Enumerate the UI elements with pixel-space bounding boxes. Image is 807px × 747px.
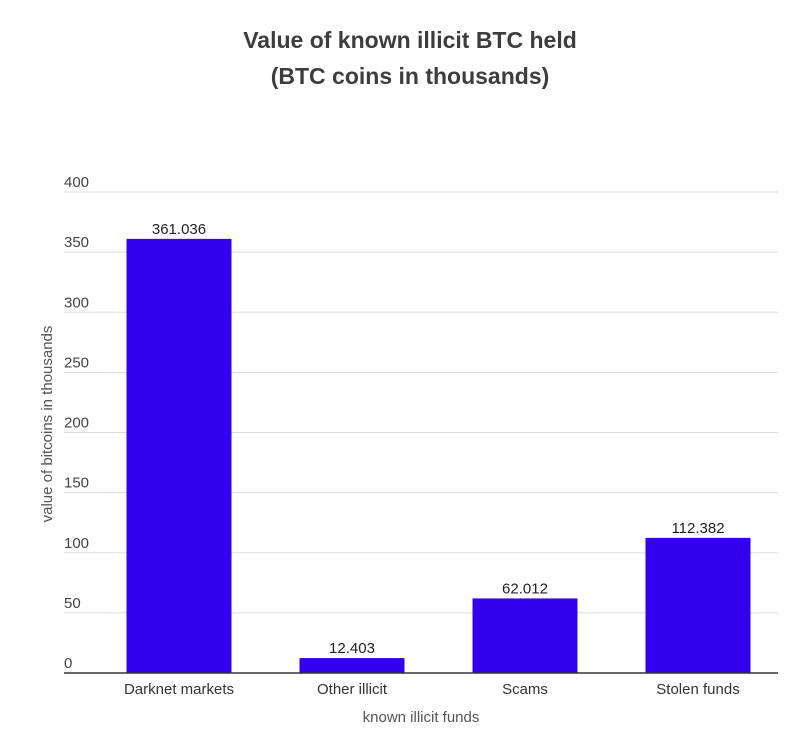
y-axis-title: value of bitcoins in thousands — [39, 326, 56, 523]
chart-subtitle: (BTC coins in thousands) — [271, 63, 550, 89]
bar-1 — [299, 658, 405, 673]
x-category-label: Scams — [502, 681, 548, 698]
y-tick-label: 400 — [64, 174, 89, 191]
bar-0 — [126, 238, 232, 673]
data-label: 361.036 — [152, 221, 206, 238]
y-axis-ticks: 0 50 100 150 200 250 300 350 400 — [64, 174, 89, 672]
data-label: 112.382 — [671, 520, 724, 537]
y-tick-label: 150 — [64, 475, 89, 492]
data-labels: 361.036 12.403 62.012 112.382 — [152, 221, 725, 657]
x-axis-categories: Darknet markets Other illicit Scams Stolen … — [124, 681, 740, 698]
bar-3 — [645, 537, 751, 673]
x-category-label: Other illicit — [317, 681, 388, 698]
data-label: 12.403 — [329, 640, 375, 657]
bars — [126, 238, 751, 673]
x-axis-title: known illicit funds — [363, 709, 480, 726]
y-tick-label: 0 — [64, 655, 72, 672]
data-label: 62.012 — [502, 580, 548, 597]
x-category-label: Stolen funds — [656, 681, 739, 698]
y-tick-label: 350 — [64, 234, 89, 251]
y-tick-label: 100 — [64, 535, 89, 552]
y-tick-label: 50 — [64, 595, 81, 612]
y-tick-label: 200 — [64, 415, 89, 432]
y-tick-label: 300 — [64, 294, 89, 311]
chart-title: Value of known illicit BTC held — [243, 27, 577, 53]
y-tick-label: 250 — [64, 354, 89, 371]
bar-2 — [472, 598, 578, 673]
x-category-label: Darknet markets — [124, 681, 234, 698]
